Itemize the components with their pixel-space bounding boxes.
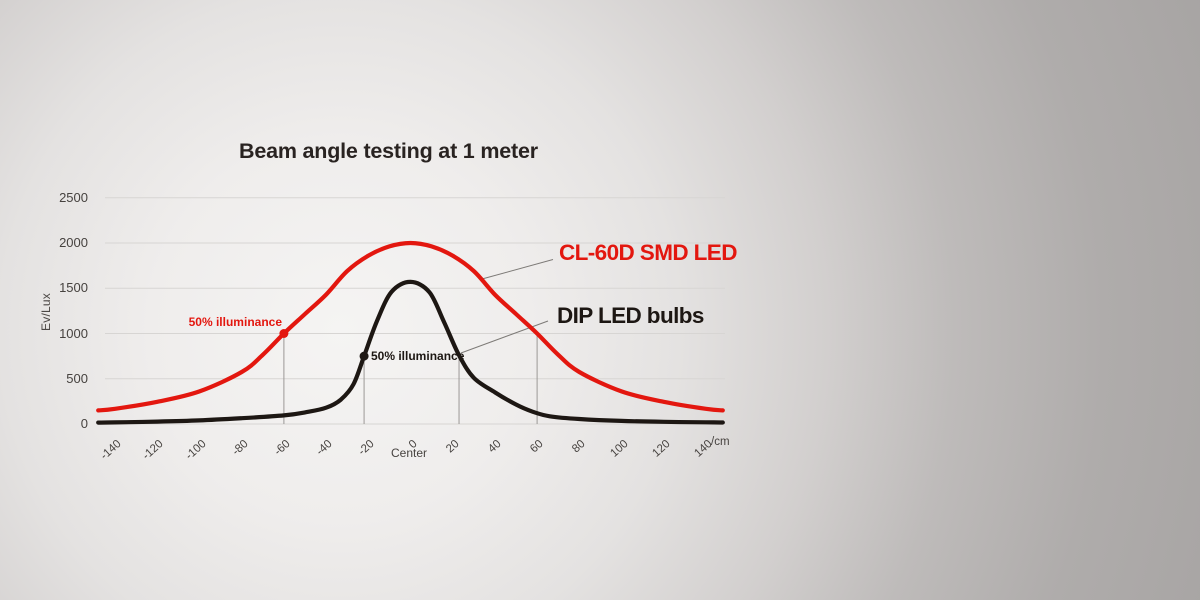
y-tick-2500: 2500 [59, 189, 88, 205]
legend-label-dip: DIP LED bulbs [557, 303, 704, 328]
leader-line-cl60d [481, 259, 554, 280]
legend-label-cl60d: CL-60D SMD LED [559, 240, 737, 265]
black-half-marker-dot [359, 351, 369, 361]
y-tick-0: 0 [80, 416, 88, 431]
red-half-marker-dot [279, 329, 289, 338]
y-tick-1000: 1000 [59, 325, 88, 341]
black-half-illuminance-label: 50% illuminance [371, 349, 465, 363]
red-half-illuminance-label: 50% illuminance [188, 315, 282, 329]
x-axis-center-label: Center [390, 446, 428, 460]
leader-line-dip [460, 320, 549, 354]
x-axis-unit-label: /cm [711, 436, 730, 448]
y-tick-1500: 1500 [59, 280, 88, 296]
curve-cl60d-smd-led [96, 240, 725, 413]
y-tick-2000: 2000 [59, 235, 88, 250]
chart-title: Beam angle testing at 1 meter [239, 139, 538, 163]
curve-dip-led-bulbs [96, 279, 725, 425]
y-tick-500: 500 [66, 370, 88, 386]
